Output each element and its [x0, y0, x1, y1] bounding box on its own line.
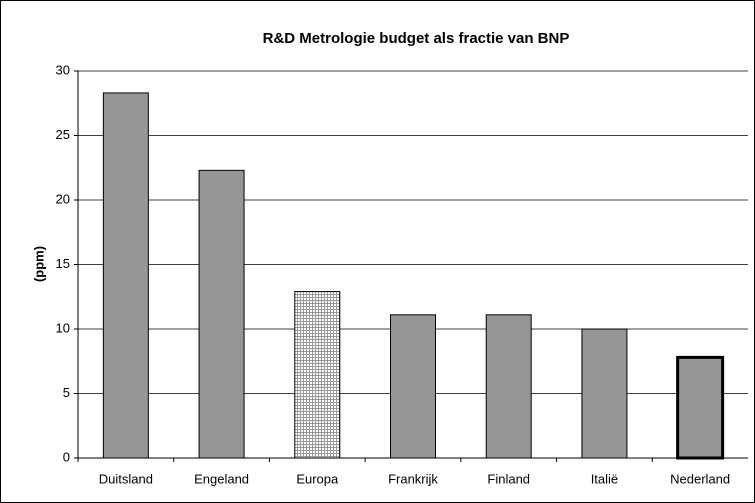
bar	[390, 314, 436, 459]
x-tick-label: Europa	[296, 471, 339, 486]
y-tick-label: 10	[56, 320, 70, 335]
y-tick-label: 30	[56, 62, 70, 77]
y-tick-label: 25	[56, 127, 70, 142]
y-axis-label: (ppm)	[31, 246, 46, 282]
x-tick-label: Nederland	[670, 471, 730, 486]
x-tick-label: Duitsland	[99, 471, 153, 486]
x-tick-label: Frankrijk	[388, 471, 438, 486]
bar	[581, 328, 628, 459]
y-tick-label: 20	[56, 191, 70, 206]
y-tick-label: 15	[56, 256, 70, 271]
y-tick-label: 5	[63, 385, 70, 400]
bar	[485, 314, 532, 459]
bar	[294, 291, 341, 459]
x-tick-label: Finland	[487, 471, 530, 486]
x-tick-label: Italië	[591, 471, 618, 486]
chart-title: R&D Metrologie budget als fractie van BN…	[263, 30, 570, 47]
x-tick-label: Engeland	[194, 471, 249, 486]
y-tick-label: 0	[63, 449, 70, 464]
bar	[198, 169, 245, 459]
bar	[102, 92, 149, 459]
bar	[676, 355, 725, 460]
